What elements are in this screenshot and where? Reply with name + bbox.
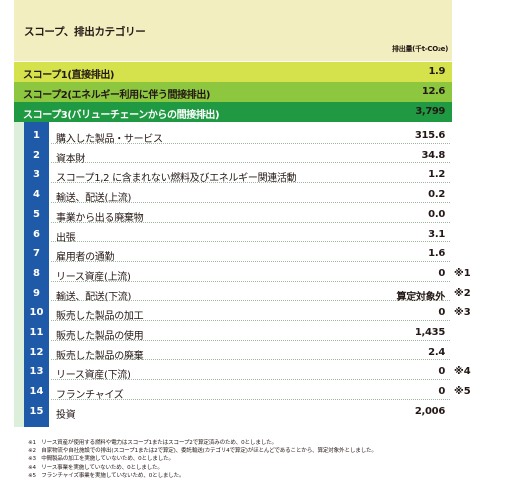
category-value: 0 — [438, 366, 445, 378]
row-divider — [51, 398, 450, 400]
category-value: 1.6 — [428, 248, 445, 260]
category-name: 販売した製品の使用 — [56, 331, 144, 342]
category-name: 輸送、配送(上流) — [56, 193, 132, 205]
category-value: 1,435 — [414, 327, 445, 338]
category-name: 販売した製品の加工 — [56, 311, 144, 323]
category-number: 4 — [33, 189, 40, 201]
table-row: 7 雇用者の通勤 1.6 — [24, 244, 504, 264]
category-number: 15 — [29, 405, 44, 417]
table-row: 1 購入した製品・サービス 315.6 — [24, 126, 504, 146]
category-number: 2 — [33, 149, 40, 161]
footnote: ※3 中間製品の加工を実施していないため、0としました。 — [28, 456, 174, 463]
category-value: 2.4 — [428, 346, 445, 358]
scope2-label: スコープ2(エネルギー利用に伴う間接排出) — [23, 90, 211, 101]
category-value: 0 — [438, 267, 445, 279]
category-name: 輸送、配送(下流) — [56, 291, 132, 303]
category-value: 1.2 — [428, 169, 445, 181]
table-row: 15 投資 2,006 — [24, 402, 504, 422]
category-note: ※5 — [454, 386, 471, 398]
table-row: 4 輸送、配送(上流) 0.2 — [24, 185, 504, 205]
scope2-row: スコープ2(エネルギー利用に伴う間接排出) 12.6 — [14, 82, 452, 102]
category-name: 販売した製品の廃棄 — [56, 350, 144, 362]
category-name: 事業から出る廃棄物 — [56, 212, 144, 224]
row-divider — [51, 142, 450, 144]
table-header: スコープ、排出カテゴリー 排出量(千t-CO₂e) — [14, 0, 452, 61]
row-divider — [51, 201, 450, 203]
footnote: ※2 自家物流や自社施設での排出(スコープ1または2で算定)、委託輸送(カテゴリ… — [28, 448, 377, 455]
row-divider — [51, 320, 450, 321]
scope1-value: 1.9 — [428, 66, 445, 77]
row-divider — [51, 162, 450, 164]
footnote: ※5 フランチャイズ事業を実施していないため、0としました。 — [28, 472, 185, 479]
row-divider — [51, 300, 450, 302]
row-divider — [51, 221, 450, 223]
category-value: 0 — [438, 386, 445, 398]
category-note: ※3 — [454, 307, 471, 319]
header-title: スコープ、排出カテゴリー — [24, 26, 146, 38]
row-divider — [51, 339, 450, 341]
table-row: 12 販売した製品の廃棄 2.4 — [24, 343, 504, 363]
category-note: ※4 — [454, 366, 471, 378]
table-row: 9 輸送、配送(下流) 算定対象外 ※2 — [24, 284, 504, 304]
category-number: 12 — [29, 346, 44, 358]
row-divider — [51, 359, 450, 361]
category-value: 0 — [438, 307, 445, 319]
category-number: 11 — [29, 327, 44, 338]
category-value: 0.2 — [428, 189, 445, 201]
table-row: 11 販売した製品の使用 1,435 — [24, 323, 504, 343]
footnote: ※4 リース事業を実施していないため、0としました。 — [28, 464, 163, 471]
category-note: ※2 — [454, 287, 471, 299]
category-value: 315.6 — [414, 130, 445, 141]
scope3-label: スコープ3(バリューチェーンからの間接排出) — [23, 110, 220, 121]
footnotes: ※1 リース資産が使用する燃料や電力はスコープ1またはスコープ2で算定済みのため… — [28, 439, 377, 480]
table-row: 13 リース資産(下流) 0 ※4 — [24, 362, 504, 382]
category-name: スコープ1,2 に含まれない燃料及びエネルギー関連活動 — [56, 173, 297, 185]
category-name: 投資 — [56, 409, 76, 421]
category-number: 5 — [33, 208, 40, 220]
scope2-value: 12.6 — [421, 86, 445, 97]
table-row: 2 資本財 34.8 — [24, 146, 504, 166]
table-row: 5 事業から出る廃棄物 0.0 — [24, 205, 504, 225]
category-note: ※1 — [454, 267, 471, 279]
category-value: 0.0 — [428, 208, 445, 220]
category-number: 14 — [29, 386, 44, 398]
category-name: 資本財 — [56, 153, 86, 165]
scope1-label: スコープ1(直接排出) — [23, 70, 115, 81]
category-name: フランチャイズ — [56, 390, 124, 402]
table-row: 14 フランチャイズ 0 ※5 — [24, 382, 504, 402]
table-row: 6 出張 3.1 — [24, 225, 504, 245]
category-name: 雇用者の通勤 — [56, 252, 115, 264]
row-divider — [51, 260, 450, 262]
category-number: 10 — [29, 307, 44, 319]
category-number: 9 — [33, 287, 40, 299]
row-divider — [51, 280, 450, 282]
table-row: 8 リース資産(上流) 0 ※1 — [24, 264, 504, 284]
scope1-row: スコープ1(直接排出) 1.9 — [14, 62, 452, 82]
footnote: ※1 リース資産が使用する燃料や電力はスコープ1またはスコープ2で算定済みのため… — [28, 440, 277, 446]
category-value: 34.8 — [421, 149, 446, 161]
category-name: リース資産(下流) — [56, 370, 131, 382]
category-number-column — [24, 122, 49, 427]
category-number: 13 — [29, 366, 44, 378]
category-name: 購入した製品・サービス — [56, 134, 163, 145]
category-name: 出張 — [56, 232, 76, 244]
category-number: 8 — [33, 267, 40, 279]
category-number: 1 — [33, 130, 40, 141]
category-value: 算定対象外 — [396, 291, 446, 303]
category-value: 2,006 — [414, 405, 445, 417]
row-divider — [51, 182, 450, 184]
category-number: 7 — [33, 248, 40, 260]
category-number: 3 — [33, 169, 40, 181]
table-row: 3 スコープ1,2 に含まれない燃料及びエネルギー関連活動 1.2 — [24, 165, 504, 185]
category-number: 6 — [33, 228, 40, 240]
emission-unit-label: 排出量(千t-CO₂e) — [392, 45, 448, 53]
scope3-row: スコープ3(バリューチェーンからの間接排出) 3,799 — [14, 102, 452, 122]
row-divider — [51, 379, 450, 381]
row-divider — [51, 241, 450, 243]
category-name: リース資産(上流) — [56, 271, 131, 283]
category-content-area — [49, 122, 452, 427]
category-value: 3.1 — [428, 228, 445, 240]
table-row: 10 販売した製品の加工 0 ※3 — [24, 303, 504, 323]
scope3-value: 3,799 — [415, 106, 445, 117]
